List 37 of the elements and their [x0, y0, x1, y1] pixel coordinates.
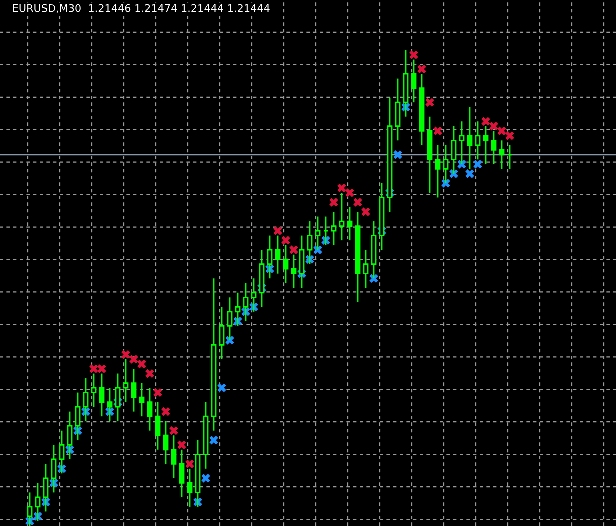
candlestick — [275, 235, 281, 275]
candlestick — [307, 220, 313, 266]
candlestick — [267, 235, 273, 280]
candlestick — [395, 78, 401, 142]
candlestick — [139, 382, 145, 418]
candlestick — [43, 463, 49, 512]
candlestick — [235, 292, 241, 327]
candlestick — [499, 140, 505, 170]
candlestick — [363, 249, 369, 289]
candlestick — [51, 444, 57, 494]
candlestick — [219, 306, 225, 360]
candlestick — [291, 254, 297, 289]
candlestick — [243, 282, 249, 322]
candlestick — [99, 373, 105, 418]
candlestick — [299, 235, 305, 289]
candlestick — [67, 411, 73, 460]
candlestick — [283, 244, 289, 284]
candlestick — [163, 420, 169, 465]
candlestick — [27, 492, 33, 526]
candlestick — [83, 378, 89, 422]
candlestick — [467, 106, 473, 170]
candlestick — [435, 144, 441, 198]
candlestick — [131, 368, 137, 413]
candlestick — [331, 211, 337, 246]
chart-title: EURUSD,M30 1.21446 1.21474 1.21444 1.21444 — [13, 4, 270, 14]
candlestick — [59, 430, 65, 474]
candlestick — [155, 402, 161, 451]
candlestick — [35, 482, 41, 522]
candlestick — [411, 59, 417, 104]
candlestick — [251, 278, 257, 313]
candlestick — [147, 387, 153, 432]
candlestick — [107, 387, 113, 422]
candlestick — [115, 373, 121, 422]
candlestick — [75, 392, 81, 442]
candlestick — [91, 373, 97, 408]
candlestick — [475, 120, 481, 160]
candlestick — [347, 206, 353, 242]
